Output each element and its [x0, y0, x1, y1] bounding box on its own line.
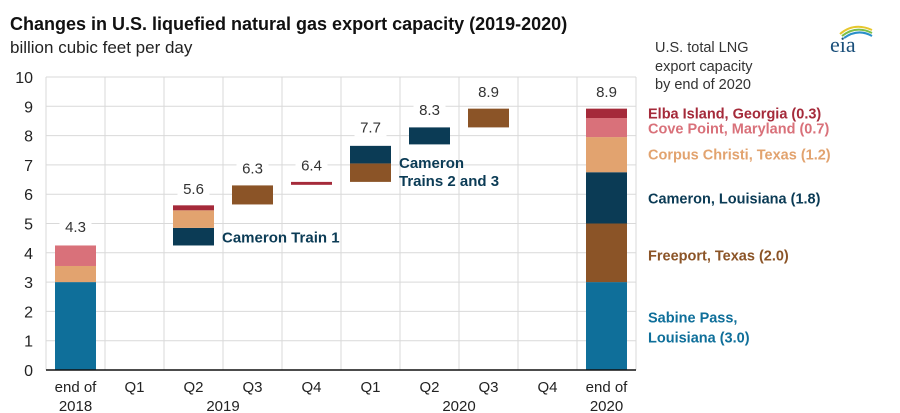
legend-entry: Elba Island, Georgia (0.3) [648, 107, 821, 123]
annotation-label: Cameron [399, 155, 464, 172]
total-label: 7.7 [360, 119, 381, 136]
bar-segment-corpus-christi [173, 210, 214, 228]
x-tick-label: Q2 [183, 379, 203, 396]
total-label: 8.9 [596, 84, 617, 101]
bar-segment-cove-point [586, 118, 627, 138]
legend-entry: Cove Point, Maryland (0.7) [648, 121, 829, 137]
chart-subtitle: billion cubic feet per day [10, 38, 193, 57]
x-year-label: 2020 [442, 398, 475, 413]
legend-title-line: export capacity [655, 58, 753, 75]
x-axis: end of Q1 Q2 Q3 Q4 Q1 Q2 Q3 Q4 end of 2018 2019 2020… [46, 369, 636, 413]
y-tick-label: 8 [24, 129, 33, 146]
x-tick-label: end of [55, 379, 98, 396]
bar-segment-freeport [350, 163, 391, 182]
x-tick-label: Q3 [478, 379, 498, 396]
total-label-bg [236, 159, 269, 178]
total-label: 6.3 [242, 160, 263, 177]
eia-logo-icon: eia [830, 25, 873, 57]
total-label-bg [59, 218, 92, 237]
bar-segment-sabine-pass [55, 282, 96, 370]
y-tick-label: 2 [24, 304, 33, 321]
y-tick-label: 6 [24, 187, 33, 204]
bar-segment-corpus-christi [586, 137, 627, 173]
total-labels: 4.3 5.6 6.3 6.4 7.7 8.3 8.9 8.9 [59, 83, 623, 237]
y-tick-label: 10 [15, 70, 33, 87]
y-tick-label: 9 [24, 99, 33, 116]
eia-logo-text: eia [830, 32, 856, 56]
total-label-bg [177, 179, 210, 198]
bar-segment-cameron [409, 127, 450, 145]
y-axis-ticks: 0 1 2 3 4 5 6 7 8 9 10 [15, 70, 33, 380]
legend-entry: Sabine Pass, [648, 311, 737, 327]
total-label-bg [472, 83, 505, 102]
total-label-bg [590, 83, 623, 102]
y-tick-label: 0 [24, 363, 33, 380]
annotation-label: Cameron Train 1 [222, 230, 340, 247]
total-label: 8.9 [478, 84, 499, 101]
grid [45, 76, 637, 370]
bar-segment-freeport [586, 223, 627, 283]
x-tick-label: Q4 [301, 379, 321, 396]
y-tick-label: 1 [24, 334, 33, 351]
legend-title-line: U.S. total LNG [655, 40, 749, 56]
bar-segment-elba-island [173, 205, 214, 211]
legend-title-line: by end of 2020 [655, 77, 751, 93]
bar-segment-freeport [468, 108, 509, 128]
legend: Elba Island, Georgia (0.3)Cove Point, Ma… [648, 107, 831, 347]
x-tick-label: Q4 [537, 379, 557, 396]
x-tick-label: Q1 [124, 379, 144, 396]
bar-segment-sabine-pass [586, 282, 627, 370]
x-tick-label: Q3 [242, 379, 262, 396]
total-label: 6.4 [301, 157, 322, 174]
x-tick-label: end of [586, 379, 629, 396]
bar-segment-cameron [350, 145, 391, 164]
x-year-label: 2020 [590, 398, 623, 413]
bar-segment-elba-island [291, 181, 332, 185]
total-label: 8.3 [419, 102, 440, 119]
legend-title: U.S. total LNG export capacity by end of… [655, 39, 795, 95]
bar-segment-cameron [173, 227, 214, 246]
x-tick-label: Q1 [360, 379, 380, 396]
eia-logo: eia [826, 22, 876, 57]
bar-segment-elba-island [586, 108, 627, 119]
total-label: 5.6 [183, 181, 204, 198]
legend-entry: Cameron, Louisiana (1.8) [648, 192, 821, 208]
y-tick-label: 7 [24, 158, 33, 175]
total-label: 4.3 [65, 219, 86, 236]
total-label-bg [295, 156, 328, 175]
bar-segment-corpus-christi [55, 265, 96, 283]
chart-title: Changes in U.S. liquefied natural gas ex… [10, 14, 568, 34]
y-tick-label: 3 [24, 275, 33, 292]
y-tick-label: 4 [24, 246, 33, 263]
legend-entry: Freeport, Texas (2.0) [648, 249, 789, 265]
legend-entry: Louisiana (3.0) [648, 331, 750, 347]
total-label-bg [354, 118, 387, 137]
legend-entry: Corpus Christi, Texas (1.2) [648, 148, 831, 164]
x-tick-label: Q2 [419, 379, 439, 396]
bar-segment-cove-point [55, 245, 96, 266]
total-label-bg [413, 100, 446, 119]
x-year-label: 2018 [59, 398, 92, 413]
x-year-label: 2019 [206, 398, 239, 413]
bar-segment-cameron [586, 172, 627, 224]
bars [55, 108, 627, 370]
y-tick-label: 5 [24, 217, 33, 234]
annotation-label: Trains 2 and 3 [399, 173, 499, 190]
bar-segment-freeport [232, 185, 273, 205]
